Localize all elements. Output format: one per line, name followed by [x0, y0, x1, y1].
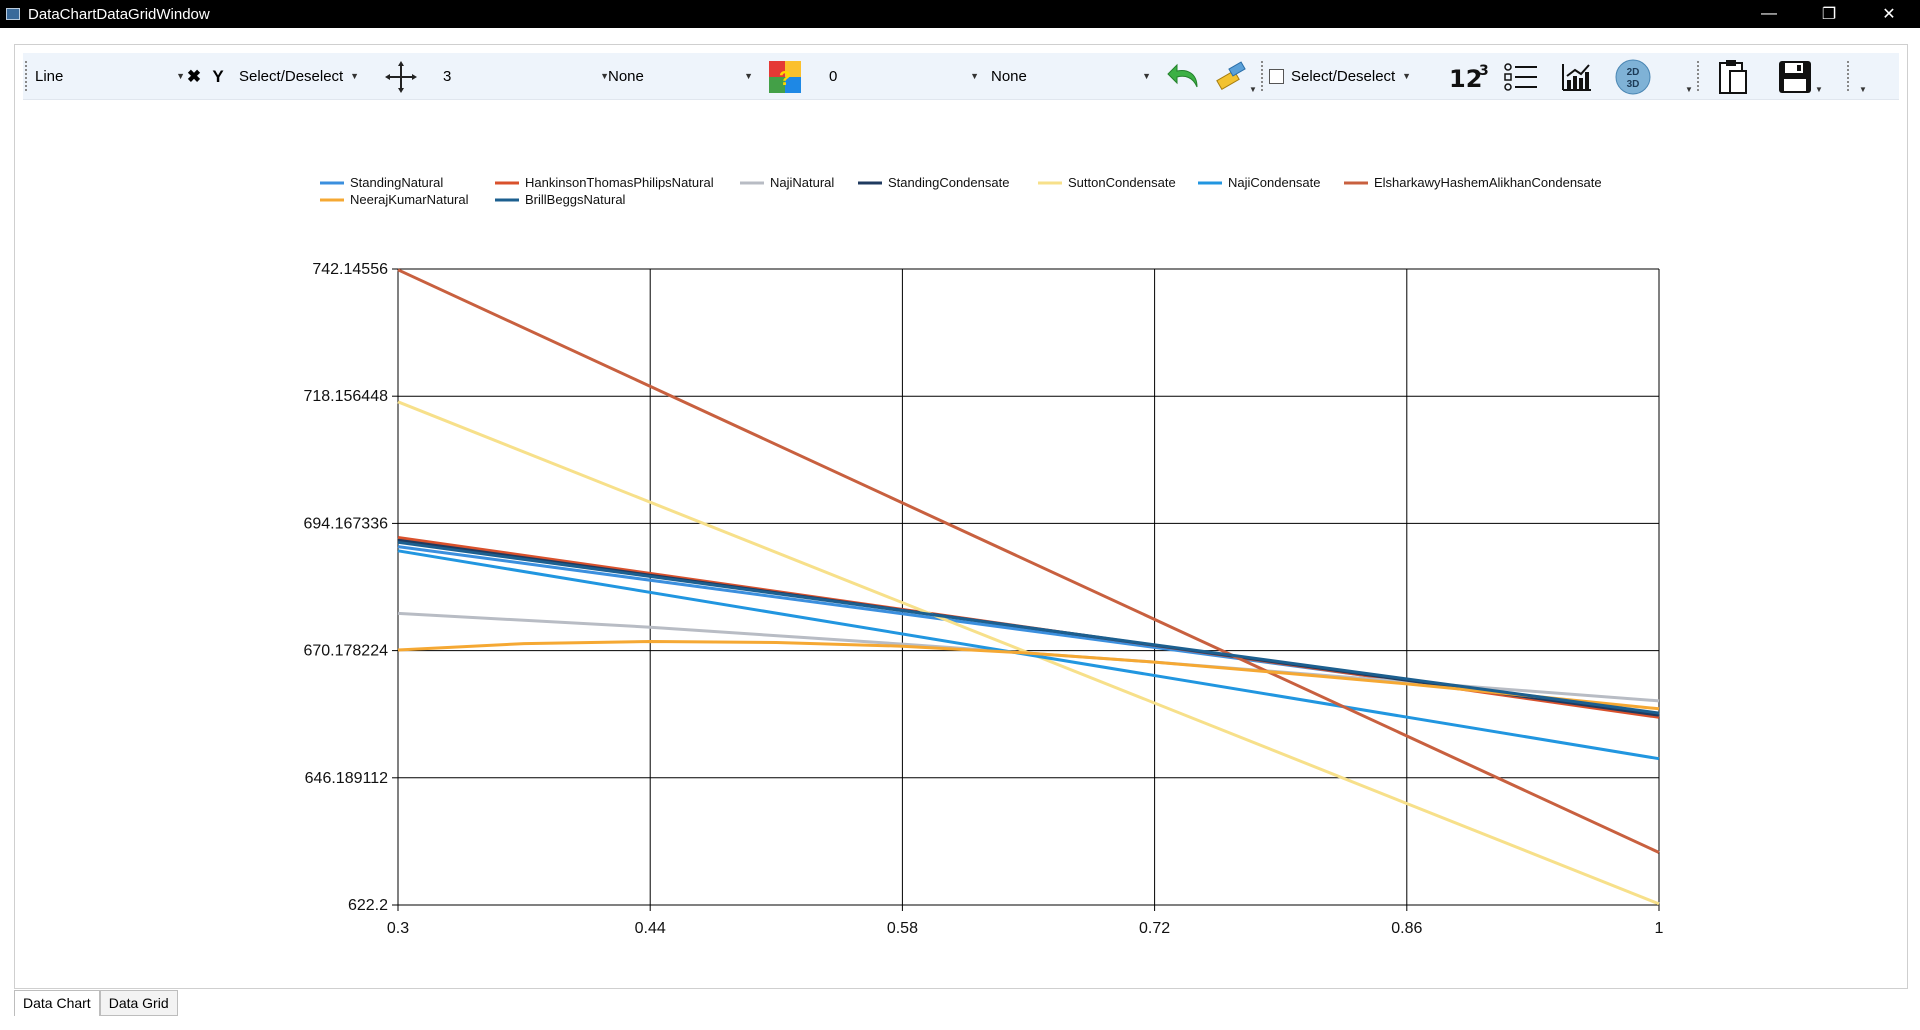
chevron-down-icon: ▼: [176, 71, 185, 81]
legend-label: NajiNatural: [770, 175, 834, 190]
app-icon: [6, 8, 20, 20]
chevron-down-icon[interactable]: ▼: [1685, 85, 1693, 94]
marker-style-value: None: [608, 67, 644, 85]
y-axis-icon[interactable]: Y: [212, 67, 224, 86]
chevron-down-icon: ▼: [350, 71, 359, 81]
x-tick-label: 0.44: [635, 920, 666, 937]
grip-icon: [1697, 61, 1701, 91]
legend-label: ElsharkawyHashemAlikhanCondensate: [1374, 175, 1602, 190]
svg-text:3D: 3D: [1627, 79, 1640, 90]
crosshair-icon[interactable]: [383, 59, 419, 95]
y-tick-label: 670.178224: [303, 643, 388, 660]
tab-data-grid[interactable]: Data Grid: [99, 990, 178, 1016]
series-line: [397, 540, 1660, 715]
chart-type-value: Line: [35, 67, 64, 85]
chevron-down-icon[interactable]: ▼: [1249, 85, 1257, 94]
chevron-down-icon[interactable]: ▼: [1859, 85, 1867, 94]
paint-brush-icon[interactable]: [1213, 59, 1249, 95]
x-axis-icon[interactable]: ✖: [186, 67, 202, 86]
fill-style-select[interactable]: None ▼: [991, 53, 1151, 99]
chart-toolbar: Line ▼ ✖ Y Select/Deselect ▼ 3 ▼: [23, 53, 1899, 100]
legend-label: NeerajKumarNatural: [350, 192, 469, 207]
x-tick-label: 1: [1655, 920, 1664, 937]
svg-text:3: 3: [1479, 63, 1489, 79]
x-tick-label: 0.72: [1139, 920, 1170, 937]
chart-area-icon[interactable]: [1559, 59, 1595, 95]
window-title: DataChartDataGridWindow: [28, 5, 210, 23]
y-tick-label: 718.156448: [303, 388, 388, 405]
chevron-down-icon: ▼: [970, 71, 979, 81]
chart-type-select[interactable]: Line ▼: [35, 53, 185, 99]
2d-3d-icon[interactable]: 2D 3D: [1615, 59, 1651, 95]
axis-select-label: Select/Deselect: [239, 67, 344, 85]
clipboard-icon[interactable]: [1715, 59, 1751, 95]
y-tick-label: 622.2: [348, 897, 388, 914]
close-button[interactable]: ✕: [1882, 6, 1896, 23]
legend-select-label: Select/Deselect: [1291, 67, 1396, 85]
save-icon[interactable]: [1777, 59, 1813, 95]
help-color-icon[interactable]: ?: [767, 59, 803, 95]
chart-tab-panel: Line ▼ ✖ Y Select/Deselect ▼ 3 ▼: [14, 44, 1908, 989]
chevron-down-icon[interactable]: ▼: [1815, 85, 1823, 94]
line-chart: StandingNatural HankinsonThomasPhilipsNat…: [15, 145, 1909, 985]
svg-text:?: ?: [779, 68, 791, 90]
x-tick-label: 0.58: [887, 920, 918, 937]
chevron-down-icon: ▼: [744, 71, 753, 81]
series-line: [397, 549, 1660, 761]
legend-select-deselect[interactable]: Select/Deselect ▼: [1291, 53, 1411, 99]
legend-label: BrillBeggsNatural: [525, 192, 626, 207]
series-line: [397, 268, 1660, 854]
undo-icon[interactable]: [1167, 59, 1203, 95]
axis-select-deselect[interactable]: Select/Deselect ▼: [239, 53, 359, 99]
legend-label: HankinsonThomasPhilipsNatural: [525, 175, 714, 190]
data-labels-icon[interactable]: 12 3: [1449, 59, 1493, 95]
legend-label: NajiCondensate: [1228, 175, 1321, 190]
series-line: [397, 640, 1660, 711]
restore-button[interactable]: ❐: [1821, 6, 1837, 23]
grip-icon: [1847, 61, 1851, 91]
legend-icon[interactable]: [1503, 59, 1539, 95]
y-tick-label: 646.189112: [305, 770, 388, 787]
legend-label: SuttonCondensate: [1068, 175, 1176, 190]
fill-style-value: None: [991, 67, 1027, 85]
chevron-down-icon: ▼: [1402, 71, 1411, 81]
x-tick-label: 0.3: [387, 920, 409, 937]
grip-icon[interactable]: [25, 61, 29, 91]
legend-label: StandingNatural: [350, 175, 443, 190]
chevron-down-icon: ▼: [600, 71, 609, 81]
legend-label: StandingCondensate: [888, 175, 1009, 190]
color-value: 0: [829, 67, 838, 85]
svg-text:12: 12: [1449, 65, 1482, 93]
marker-size-select[interactable]: 3 ▼: [443, 53, 609, 99]
tab-data-chart[interactable]: Data Chart: [14, 990, 100, 1016]
marker-size-value: 3: [443, 67, 452, 85]
chevron-down-icon: ▼: [1142, 71, 1151, 81]
grip-icon: [1261, 61, 1265, 91]
minimize-button[interactable]: —: [1761, 5, 1777, 22]
y-tick-label: 694.167336: [303, 515, 388, 532]
y-tick-label: 742.14556: [312, 261, 388, 278]
x-tick-label: 0.86: [1391, 920, 1422, 937]
window-title-bar: DataChartDataGridWindow — ❐ ✕: [0, 0, 1920, 28]
chart-canvas: StandingNatural HankinsonThomasPhilipsNat…: [303, 175, 1664, 937]
color-value-select[interactable]: 0 ▼: [829, 53, 979, 99]
tab-strip: Data Chart Data Grid: [14, 990, 178, 1016]
legend-checkbox[interactable]: [1269, 53, 1285, 99]
marker-style-select[interactable]: None ▼: [608, 53, 753, 99]
svg-text:2D: 2D: [1627, 67, 1640, 78]
